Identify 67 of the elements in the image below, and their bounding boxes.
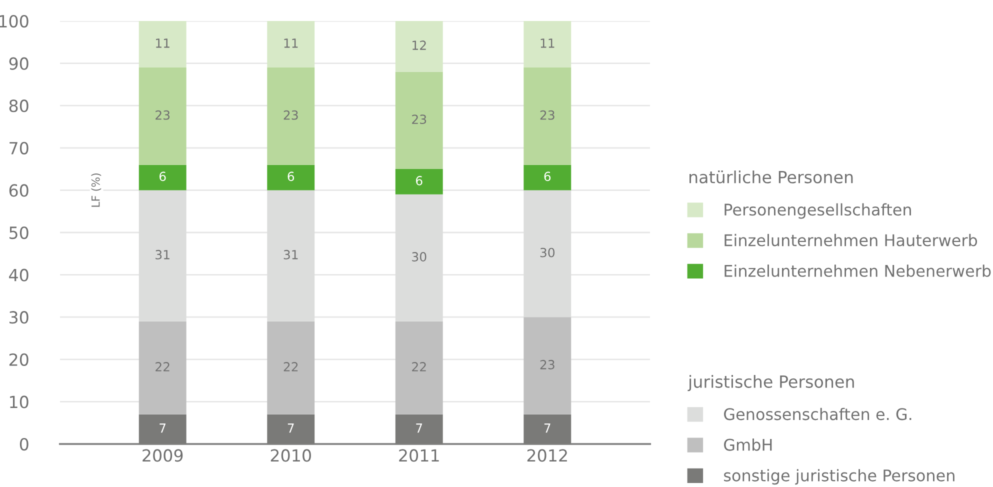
data-label: 31 (284, 250, 298, 260)
bar (267, 414, 315, 444)
bar (524, 414, 572, 444)
data-label: 30 (412, 252, 426, 262)
bar (267, 68, 315, 165)
bar (524, 164, 572, 190)
legend-label: Personengesellschaften (724, 203, 911, 219)
data-label: 11 (284, 38, 298, 48)
data-label: 12 (412, 40, 426, 50)
legend-label: Einzelunternehmen Nebenerwerb (724, 264, 991, 277)
bar (524, 317, 572, 414)
data-label: 6 (416, 176, 422, 186)
y-tick-label: 10 (10, 396, 28, 408)
data-label: 6 (544, 172, 551, 182)
data-label: 7 (416, 424, 422, 433)
data-label: 31 (156, 250, 170, 260)
data-label: 7 (544, 424, 550, 433)
data-label: 22 (284, 362, 298, 372)
data-label: 7 (288, 424, 294, 433)
text: natürliche Personen (690, 170, 853, 184)
legend-label: sonstige juristische Personen (724, 469, 954, 485)
x-tick-label: 2011 (399, 449, 439, 462)
data-label: 22 (156, 362, 170, 372)
data-label: 11 (540, 38, 554, 48)
bar (138, 164, 186, 190)
data-label: 23 (540, 110, 554, 120)
x-tick-label: 2010 (270, 449, 311, 462)
y-tick-label: 90 (9, 57, 28, 70)
y-tick-label: 60 (9, 184, 28, 197)
data-label: 22 (412, 362, 426, 372)
bar (395, 21, 443, 72)
x-tick-label: 2009 (142, 449, 183, 462)
y-tick-label: 20 (9, 353, 28, 366)
y-tick-label: 30 (10, 311, 28, 324)
bar (395, 414, 443, 444)
y-tick-label: 0 (20, 438, 28, 451)
bar (138, 321, 186, 414)
text: juristische Personen (688, 375, 854, 392)
y-tick-label: 80 (9, 100, 28, 112)
y-axis-title: LF (%) (91, 173, 102, 207)
data-label: 6 (288, 172, 294, 182)
y-tick-label: 70 (10, 142, 28, 154)
data-label: 23 (284, 110, 298, 120)
legend-label: GmbH (724, 438, 772, 451)
data-label: 30 (540, 248, 555, 258)
bar (524, 68, 572, 165)
legend-label: Genossenschaften e. G. (724, 408, 912, 420)
bar (395, 169, 443, 194)
legend-label: Einzelunternehmen Hauterwerb (724, 234, 978, 246)
data-label: 23 (156, 110, 170, 120)
data-label: 23 (412, 114, 426, 124)
data-label: 23 (540, 360, 554, 370)
data-label: 6 (160, 172, 166, 182)
data-label: 11 (156, 38, 170, 48)
bar (524, 21, 572, 68)
bar (395, 321, 443, 414)
bar (138, 68, 186, 165)
bar (395, 72, 443, 170)
x-tick-label: 2012 (527, 449, 567, 462)
data-label: 7 (160, 424, 166, 433)
bar (138, 414, 186, 444)
bar (267, 164, 315, 190)
bar (267, 21, 315, 68)
y-tick-label: 50 (10, 226, 28, 240)
y-tick-label: 40 (9, 268, 28, 282)
bar (138, 21, 186, 68)
bar (267, 321, 315, 414)
